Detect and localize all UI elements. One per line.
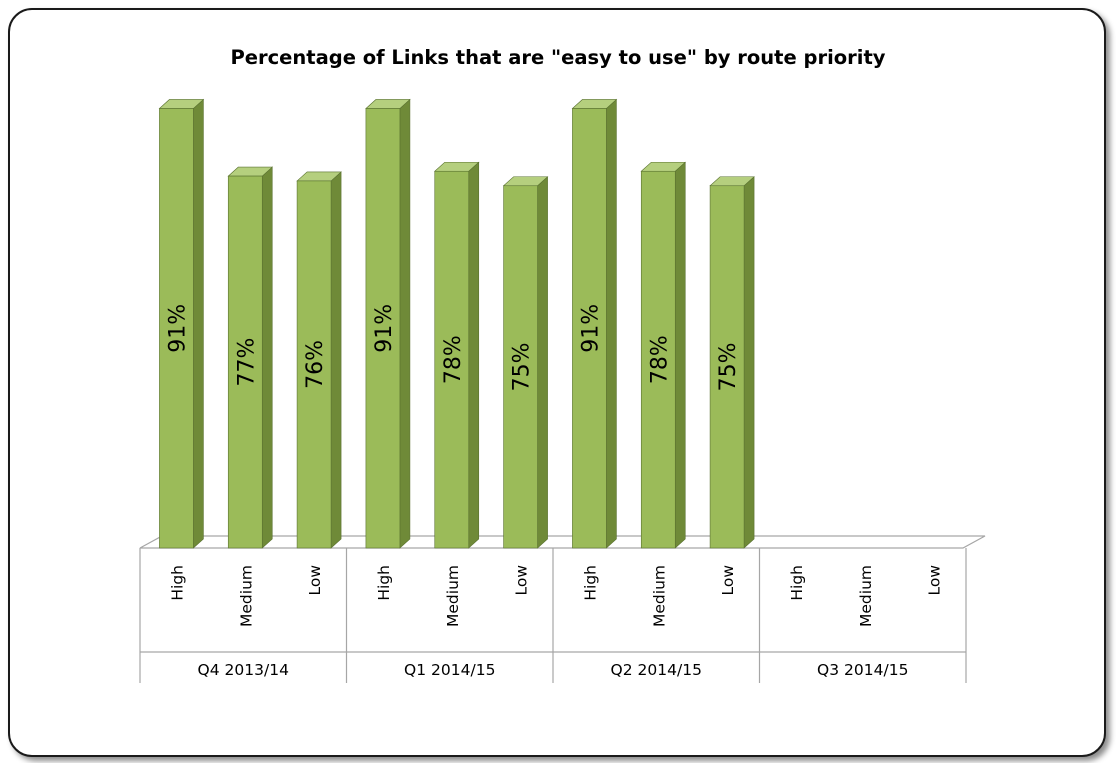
data-label: 76% (303, 340, 328, 389)
bar (296, 171, 342, 549)
bar-side (468, 161, 480, 549)
group-label: Q1 2014/15 (404, 661, 495, 679)
bar (158, 98, 205, 549)
category-label: High (375, 565, 393, 601)
bar-front (572, 108, 607, 549)
group-label: Q3 2014/15 (817, 661, 908, 679)
bar-front (159, 108, 194, 549)
bar-front (296, 180, 332, 549)
bar-front (227, 175, 263, 549)
category-label: Low (926, 565, 944, 596)
group-label: Q4 2013/14 (198, 661, 289, 679)
bar-front (503, 185, 538, 549)
category-label: High (788, 565, 806, 601)
data-label: 91% (165, 304, 190, 353)
category-label: High (581, 565, 599, 601)
category-label: High (168, 565, 186, 601)
bar (365, 98, 411, 549)
bar (640, 161, 687, 549)
bar-front (365, 108, 401, 549)
bar-front (434, 170, 470, 549)
bar (571, 98, 618, 549)
data-label: 78% (441, 335, 466, 384)
floor-plane (139, 535, 986, 549)
chart-title: Percentage of Links that are "easy to us… (230, 46, 885, 69)
data-label: 91% (578, 304, 603, 353)
category-label: Low (306, 565, 324, 596)
bar-side (261, 166, 273, 549)
bar (227, 166, 274, 549)
bar (433, 161, 480, 549)
bar-side (399, 98, 411, 549)
data-label: 91% (372, 304, 397, 353)
category-label: Low (719, 565, 737, 596)
bar-side (743, 176, 755, 549)
bar-series: 91% 77% 76% 91% 78% 75% 91% 78% 75% (158, 98, 755, 549)
bar-side (674, 161, 686, 549)
bar (502, 176, 549, 549)
bar (709, 176, 755, 549)
data-label: 75% (510, 342, 535, 391)
bar-front (709, 185, 745, 549)
chart-floor (139, 535, 986, 549)
category-label: Low (513, 565, 531, 596)
group-label: Q2 2014/15 (611, 661, 702, 679)
data-label: 78% (647, 335, 672, 384)
bar-side (330, 171, 342, 549)
category-label: Medium (444, 565, 462, 627)
bar-side (537, 176, 548, 549)
bar-front (640, 170, 676, 549)
data-label: 77% (234, 338, 259, 387)
data-label: 75% (716, 342, 741, 391)
category-label: Medium (237, 565, 255, 627)
category-label: Medium (650, 565, 668, 627)
bar-side (606, 98, 617, 549)
bar-side (193, 98, 204, 549)
category-axis: Q4 2013/14 High Medium Low Q1 2014/15 High Med… (139, 548, 967, 683)
category-label: Medium (857, 565, 875, 627)
